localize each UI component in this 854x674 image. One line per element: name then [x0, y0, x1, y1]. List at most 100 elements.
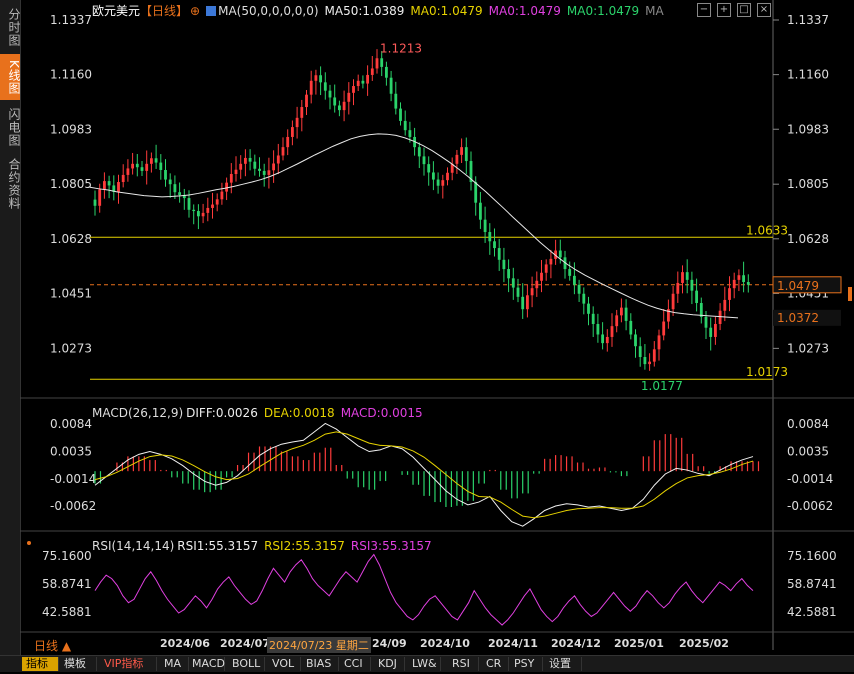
candle-body [558, 250, 562, 258]
candle-body [507, 269, 511, 279]
candle-body [634, 334, 637, 347]
candle-body [366, 74, 370, 84]
candle-body [347, 92, 351, 102]
candle-body [380, 58, 384, 67]
candle-body [483, 219, 487, 233]
plus-icon[interactable]: + [717, 3, 731, 17]
close-icon[interactable]: × [757, 3, 771, 17]
tab-lw[interactable]: LW& [408, 657, 441, 671]
candle-body [488, 232, 492, 242]
candle-body [601, 334, 605, 344]
candle-body [98, 189, 102, 206]
candle-body [361, 80, 365, 84]
ma50-value: MA50:1.0389 [324, 4, 405, 18]
candle-body [427, 164, 431, 173]
chart-canvas[interactable]: 1.1337 1.1337 1.1160 1.1160 1.0983 1.0983 1.08… [20, 0, 854, 671]
candle-body [605, 336, 609, 344]
candle-body [370, 68, 374, 75]
candle-body [262, 170, 266, 175]
tab-psy[interactable]: PSY [510, 657, 543, 671]
price-axis-label-right: 1.0983 [787, 122, 829, 136]
candle-body [121, 174, 125, 183]
candle-body [93, 199, 97, 206]
candle-body [192, 209, 196, 212]
candle-body [582, 293, 586, 304]
low-label: 1.0177 [641, 379, 683, 393]
macd-dea: DEA:0.0018 [263, 406, 335, 420]
candle-body [685, 272, 689, 280]
candle-body [549, 258, 553, 265]
window-icon[interactable]: □ [737, 3, 751, 17]
candle-body [648, 361, 652, 365]
candle-body [497, 248, 501, 260]
date-label-3: 24/09 [372, 637, 407, 650]
candle-body [544, 264, 548, 273]
candle-body [187, 198, 191, 210]
candle-body [239, 163, 243, 170]
rsi-title: RSI(14,14,14) [92, 539, 175, 553]
candle-body [145, 163, 149, 171]
candle-body [295, 117, 299, 128]
candle-body [267, 170, 271, 175]
date-label-8: 2025/02 [679, 637, 729, 650]
tab-cci[interactable]: CCI [340, 657, 371, 671]
ma-value-2: MA0:1.0479 [488, 4, 561, 18]
side-tab-timeshare[interactable]: 分时图 [7, 7, 21, 47]
rsi-axis-label-right: 75.1600 [787, 549, 837, 563]
price-axis-label-right: 1.0805 [787, 177, 829, 191]
period-selector[interactable]: 日线 ▲ [34, 637, 71, 654]
tab-rsi[interactable]: RSI [448, 657, 479, 671]
rsi-legend: RSI(14,14,14) RSI1:55.3157 RSI2:55.3157 RSI… [92, 539, 438, 553]
chart-area[interactable]: 1.1337 1.1337 1.1160 1.1160 1.0983 1.0983 1.08… [20, 0, 854, 671]
tab-cr[interactable]: CR [482, 657, 509, 671]
candle-body [587, 303, 590, 314]
side-tab-flash[interactable]: 闪电图 [7, 107, 21, 147]
side-tab-contract-info[interactable]: 合约资料 [7, 158, 21, 210]
tab-vip-indicators[interactable]: VIP指标 [100, 657, 157, 671]
tab-vol[interactable]: VOL [268, 657, 301, 671]
tab-templates[interactable]: 模板 [60, 657, 97, 671]
candle-body [742, 275, 746, 283]
candle-body [610, 326, 614, 337]
candle-body [389, 77, 393, 94]
candle-body [441, 180, 445, 186]
add-indicator-icon[interactable]: ⊕ [190, 4, 201, 18]
rsi-axis-label-left: 58.8741 [42, 577, 92, 591]
resistance-label: 1.0633 [746, 223, 788, 237]
ma-title: MA(50,0,0,0,0,0) [218, 4, 319, 18]
tab-indicators[interactable]: 指标 [22, 657, 59, 671]
candle-body [676, 282, 680, 294]
tab-boll[interactable]: BOLL [228, 657, 265, 671]
candle-body [417, 147, 421, 157]
tab-macd[interactable]: MACD [188, 657, 225, 671]
candle-body [290, 127, 294, 137]
candle-body [384, 66, 388, 78]
macd-title: MACD(26,12,9) [92, 406, 184, 420]
side-tab-kline[interactable]: K线图 [0, 54, 21, 100]
candle-body [643, 357, 647, 365]
tab-bias[interactable]: BIAS [302, 657, 339, 671]
candle-body [196, 211, 200, 217]
candle-body [319, 75, 323, 83]
price-axis-label-left: 1.1160 [50, 68, 92, 82]
macd-axis-label-left: -0.0062 [50, 499, 96, 513]
tab-kdj[interactable]: KDJ [374, 657, 405, 671]
candle-body [215, 199, 219, 205]
tab-settings[interactable]: 设置 [545, 657, 582, 671]
tab-ma[interactable]: MA [160, 657, 189, 671]
date-label-4: 2024/10 [420, 637, 470, 650]
caret-up-icon: ▲ [61, 639, 72, 653]
candle-body [662, 321, 666, 336]
price-axis-label-left: 1.0273 [50, 341, 92, 355]
date-label-5: 2024/11 [488, 637, 538, 650]
high-label: 1.1213 [380, 41, 422, 55]
price-axis-label-right: 1.1160 [787, 68, 829, 82]
candle-body [168, 179, 172, 185]
rsi-marker-dot [27, 541, 31, 545]
candle-body [713, 323, 717, 337]
candle-body [746, 282, 750, 285]
indicator-icon[interactable] [206, 6, 217, 16]
macd-diff: DIFF:0.0026 [186, 406, 258, 420]
minus-icon[interactable]: − [697, 3, 711, 17]
candle-body [455, 154, 459, 164]
